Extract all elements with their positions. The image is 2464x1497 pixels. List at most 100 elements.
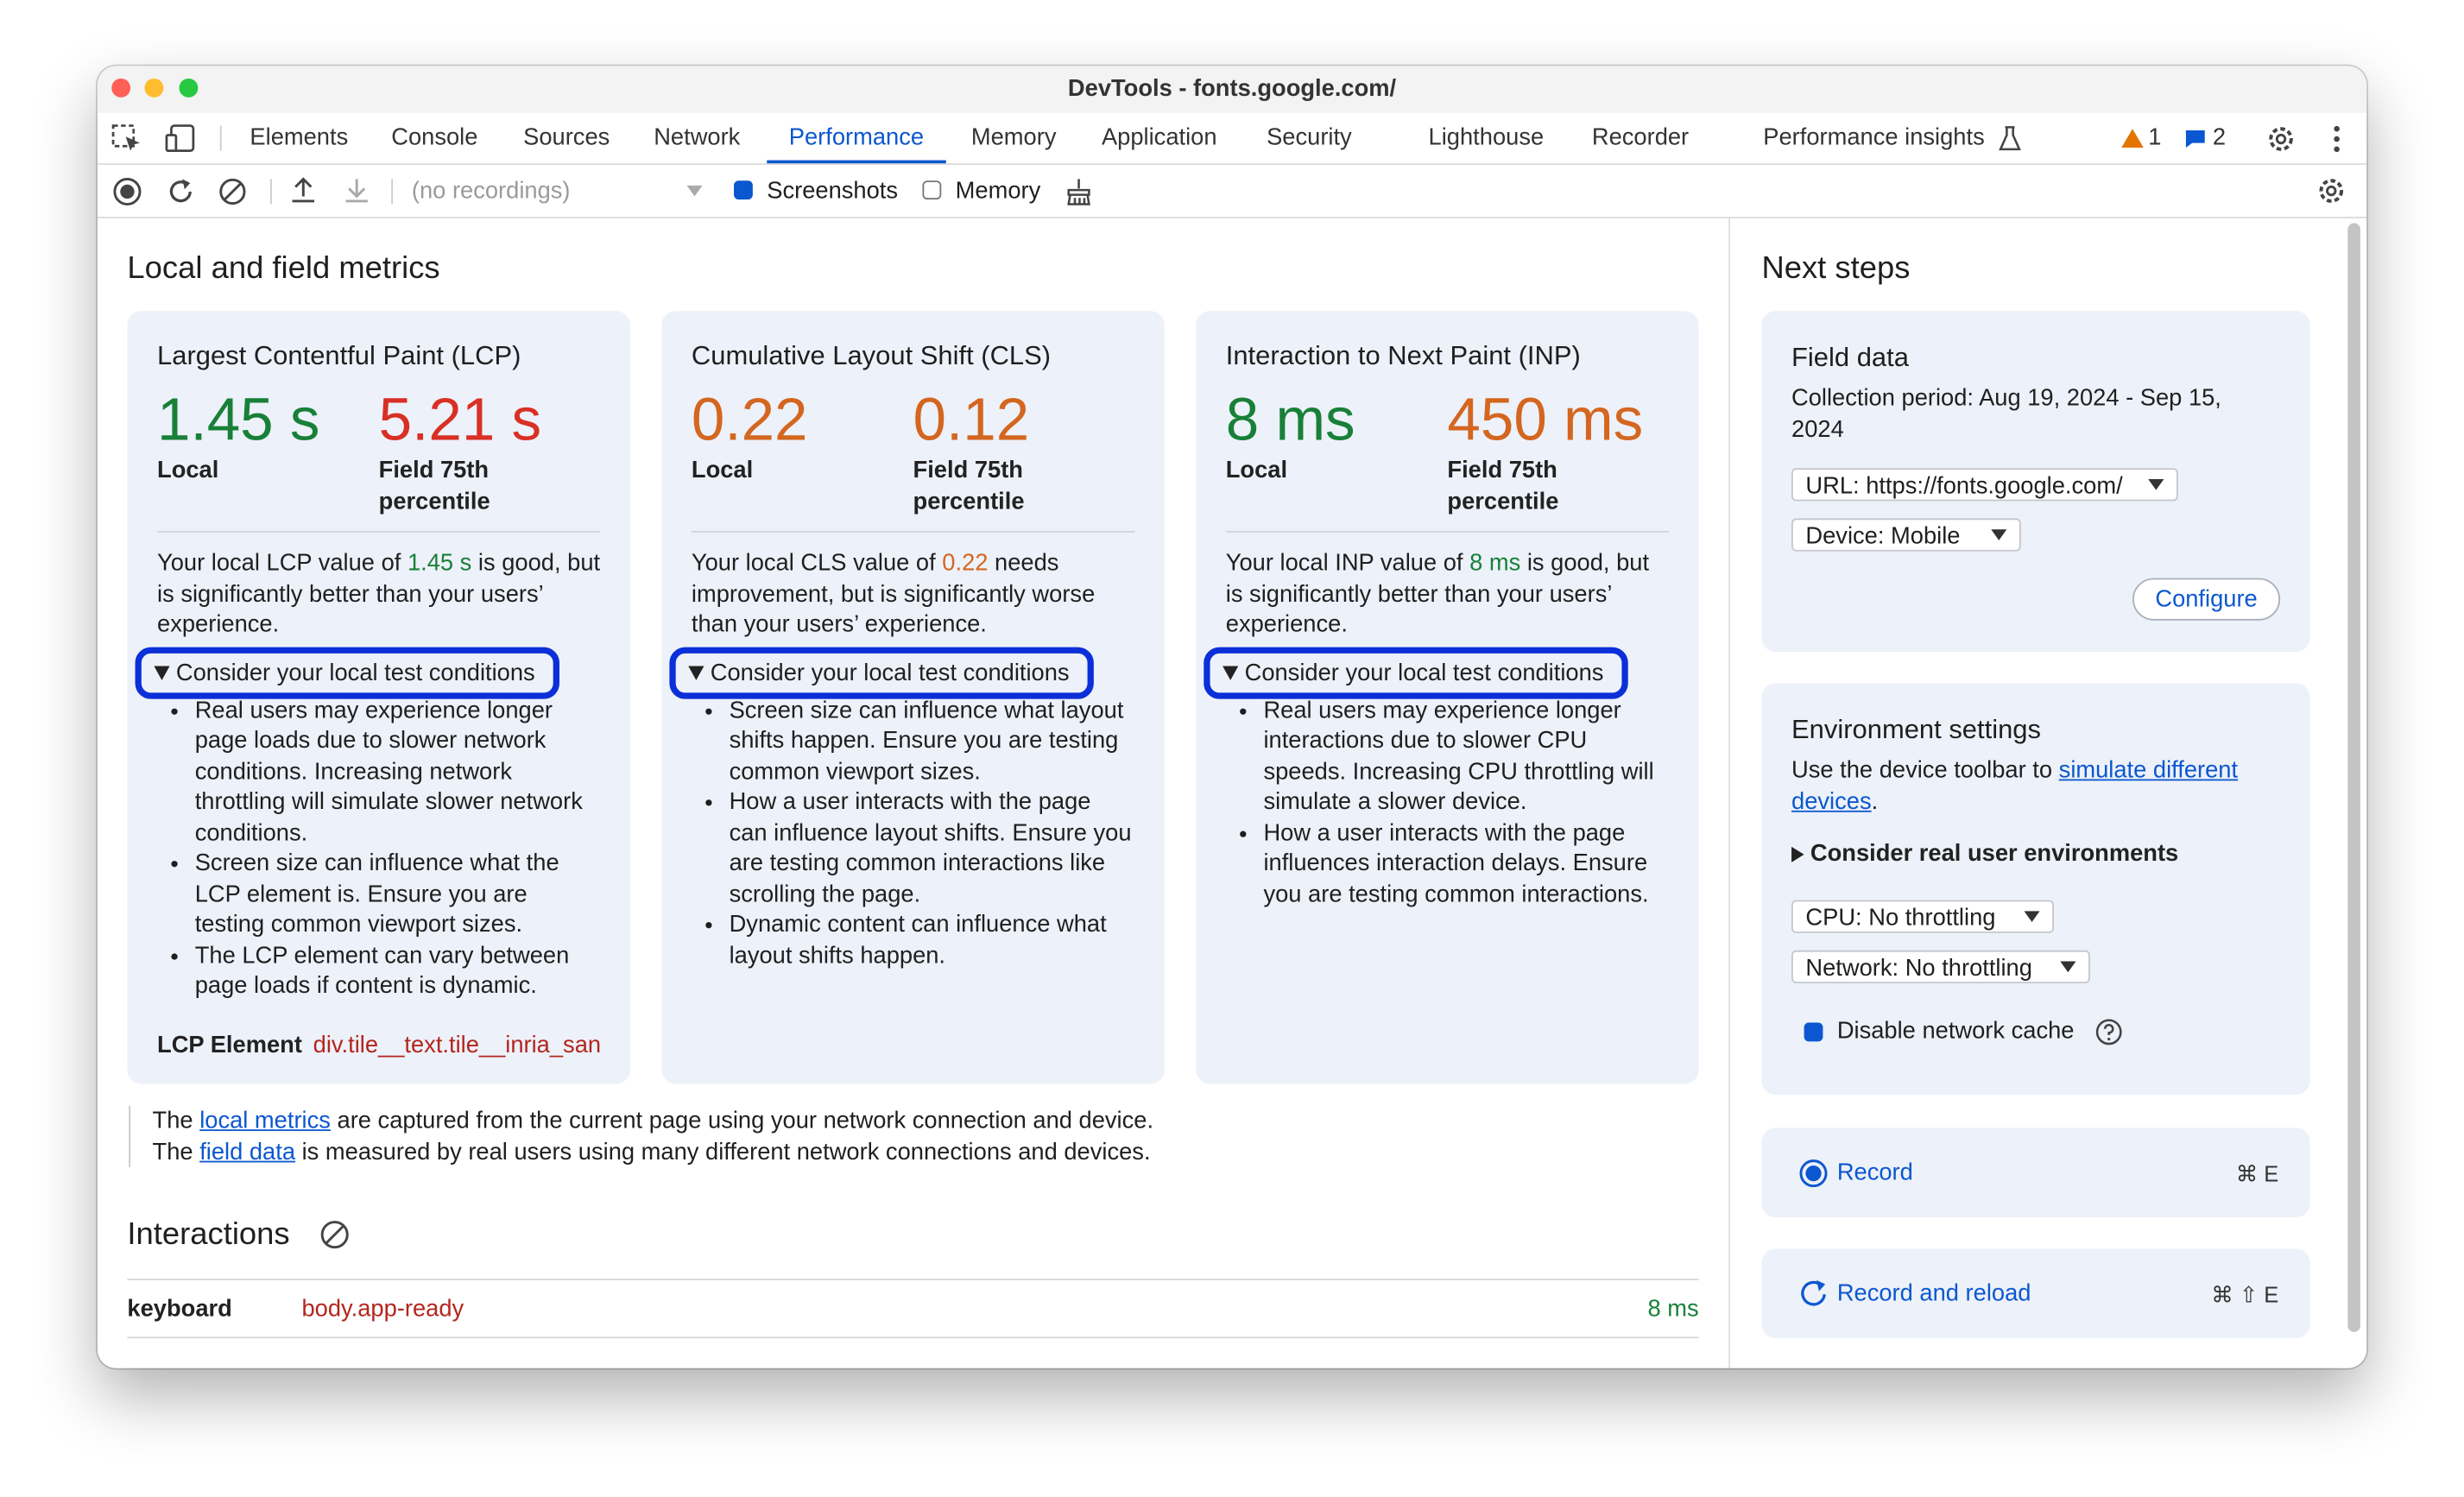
tab-bar: 1 2 Elements Console Sources Network Perform… <box>97 113 2367 166</box>
record-reload-label[interactable]: Record and reload <box>1836 1279 2031 1307</box>
conditions-label[interactable]: Consider your local test conditions <box>175 659 535 686</box>
separator <box>391 179 394 205</box>
condition-item: Screen size can influence what the LCP e… <box>195 849 601 940</box>
note-link[interactable]: field data <box>199 1138 296 1165</box>
warning-icon[interactable] <box>2120 127 2145 148</box>
note-text: are captured from the current page using… <box>330 1107 1154 1134</box>
message-icon[interactable] <box>2184 129 2206 149</box>
caret-shape <box>686 185 703 197</box>
tab[interactable]: Performance insights <box>1763 123 1985 151</box>
local-value: 0.22 <box>691 388 808 454</box>
conditions-label[interactable]: Consider your local test conditions <box>1244 659 1604 686</box>
conditions-label[interactable]: Consider your local test conditions <box>710 659 1070 686</box>
summary-value: 8 ms <box>1469 549 1521 577</box>
clear-slash <box>325 1225 344 1245</box>
conditions-toggle[interactable]: Consider your local test conditions <box>669 646 1095 698</box>
reload-head <box>1816 1279 1826 1292</box>
scrollbar-thumb[interactable] <box>2347 223 2360 1332</box>
summary-value: 1.45 s <box>407 549 472 577</box>
zoom-button[interactable] <box>179 78 199 98</box>
inspect-icon[interactable] <box>111 124 142 153</box>
select-caret <box>2060 961 2076 973</box>
window-title: DevTools - fonts.google.com/ <box>1067 75 1397 103</box>
tab[interactable]: Application <box>1101 123 1217 151</box>
note-text: The <box>152 1107 200 1134</box>
conditions-list: Real users may experience longer page lo… <box>157 695 600 1001</box>
tab[interactable]: Sources <box>523 123 610 151</box>
record-shortcut: ⌘ E <box>2235 1160 2279 1186</box>
record-label[interactable]: Record <box>1836 1159 1913 1186</box>
tab[interactable]: Recorder <box>1591 123 1690 151</box>
devtools-window: DevTools - fonts.google.com/ 1 2 Element… <box>97 66 2367 1368</box>
tab[interactable]: Network <box>654 123 741 151</box>
memory-label[interactable]: Memory <box>955 177 1041 205</box>
note-link[interactable]: local metrics <box>199 1107 331 1134</box>
tab[interactable]: Security <box>1267 123 1352 151</box>
gc-button[interactable] <box>1065 178 1092 206</box>
clear-button[interactable] <box>218 178 247 206</box>
clear-ring <box>320 1221 349 1249</box>
condition-item: Real users may experience longer page lo… <box>195 695 601 848</box>
dot <box>2334 125 2340 132</box>
settings-icon[interactable] <box>2266 124 2297 155</box>
local-metric: 8 ms Local <box>1226 387 1448 519</box>
tab[interactable]: Console <box>391 123 478 151</box>
cpu-value: CPU: No throttling <box>1805 905 1996 932</box>
tab[interactable]: Performance <box>788 123 925 151</box>
gear-hub <box>2326 185 2337 197</box>
cache-label[interactable]: Disable network cache <box>1836 1018 2075 1045</box>
arrow-shape <box>154 665 170 679</box>
record-reload-shortcut: ⌘ ⇧ E <box>2211 1281 2279 1307</box>
screenshots-label[interactable]: Screenshots <box>767 177 899 205</box>
url-select[interactable]: URL: https://fonts.google.com/ <box>1791 468 2178 502</box>
configure-button[interactable]: Configure <box>2132 578 2281 621</box>
clear-ring <box>219 178 246 205</box>
record-reload-box[interactable]: Record and reload ⌘ ⇧ E <box>1761 1248 2310 1339</box>
upload-button[interactable] <box>291 176 316 205</box>
reload-button[interactable] <box>167 178 195 206</box>
summary: Your local INP value of 8 ms is good, bu… <box>1226 548 1669 640</box>
consider-toggle[interactable]: Consider real user environments <box>1810 840 2179 868</box>
divider <box>1225 530 1670 533</box>
upload-shape <box>292 177 315 203</box>
cache-checkbox[interactable] <box>1804 1022 1823 1042</box>
record-box[interactable]: Record ⌘ E <box>1761 1127 2310 1218</box>
cpu-select[interactable]: CPU: No throttling <box>1791 900 2055 933</box>
tab[interactable]: Elements <box>250 123 349 151</box>
row-divider <box>127 1336 1699 1339</box>
record-ring <box>1799 1159 1828 1188</box>
conditions-toggle[interactable]: Consider your local test conditions <box>1204 646 1629 698</box>
screenshots-checkbox[interactable] <box>734 180 753 200</box>
select-caret <box>686 185 703 197</box>
help-icon[interactable] <box>2094 1018 2123 1046</box>
close-button[interactable] <box>111 78 131 98</box>
tab[interactable]: Memory <box>970 123 1057 151</box>
note-text: The <box>152 1138 200 1165</box>
recordings-select[interactable]: (no recordings) <box>411 177 571 205</box>
env-link[interactable]: simulate different devices <box>1791 756 2239 815</box>
arrow-shape <box>1223 665 1239 679</box>
warning-count[interactable]: 1 <box>2148 123 2162 151</box>
more-icon[interactable] <box>2329 124 2345 155</box>
memory-checkbox[interactable] <box>922 180 942 200</box>
tab[interactable]: Lighthouse <box>1428 123 1545 151</box>
message-count[interactable]: 2 <box>2212 123 2227 151</box>
interaction-target[interactable]: body.app-ready <box>301 1296 464 1323</box>
caret-shape <box>2024 911 2040 923</box>
device-value: Device: Mobile <box>1805 522 1961 550</box>
device-icon[interactable] <box>165 124 196 153</box>
network-select[interactable]: Network: No throttling <box>1791 950 2090 984</box>
device-select[interactable]: Device: Mobile <box>1791 518 2021 552</box>
note-text: is measured by real users using many dif… <box>295 1138 1151 1165</box>
select-caret <box>2148 478 2164 490</box>
record-button[interactable] <box>113 177 142 206</box>
lcp-element-value[interactable]: div.tile__text.tile__inria_san <box>313 1032 601 1059</box>
conditions-toggle[interactable]: Consider your local test conditions <box>135 646 560 698</box>
condition-item: Real users may experience longer interac… <box>1263 695 1669 818</box>
capture-settings[interactable] <box>2316 176 2347 206</box>
clear-interactions[interactable] <box>319 1219 351 1250</box>
metric-values: 1.45 s Local 5.21 s Field 75th percentile <box>157 387 600 519</box>
minimize-button[interactable] <box>144 78 164 98</box>
local-label: Local <box>1225 457 1288 484</box>
